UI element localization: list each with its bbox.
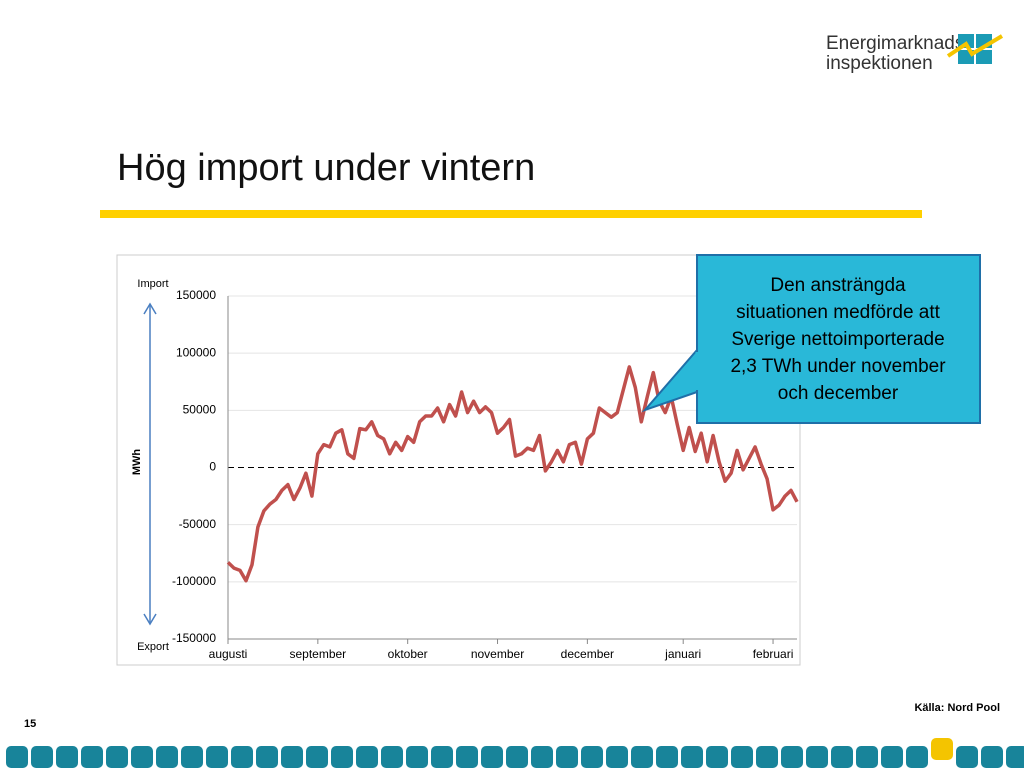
axis-annotation: Import [137, 278, 168, 290]
decor-square [231, 746, 253, 768]
y-tick-label: 100000 [176, 345, 216, 359]
decor-square [606, 746, 628, 768]
decor-square [331, 746, 353, 768]
decor-square [356, 746, 378, 768]
y-tick-label: -100000 [172, 574, 216, 588]
decor-square [706, 746, 728, 768]
decor-square [931, 738, 953, 760]
callout-text: och december [778, 383, 899, 404]
decor-square [781, 746, 803, 768]
x-tick-label: augusti [209, 647, 248, 661]
decor-square [506, 746, 528, 768]
x-tick-label: oktober [388, 647, 428, 661]
axis-annotation: Export [137, 641, 169, 653]
data-line [226, 365, 799, 583]
x-tick-label: december [561, 647, 614, 661]
decor-square [381, 746, 403, 768]
logo-text: inspektionen [826, 53, 933, 74]
y-tick-label: -150000 [172, 631, 216, 645]
decor-square [831, 746, 853, 768]
decor-square [106, 746, 128, 768]
decor-square [31, 746, 53, 768]
source: Källa: Nord Pool [914, 702, 1000, 714]
callout-text: situationen medförde att [736, 302, 941, 323]
y-axis-label: MWh [131, 449, 143, 476]
callout-text: Den ansträngda [770, 275, 906, 296]
decor-square [1006, 746, 1024, 768]
decor-square [256, 746, 278, 768]
decor-square [731, 746, 753, 768]
x-tick-label: januari [664, 647, 701, 661]
decor-square [481, 746, 503, 768]
y-tick-label: 0 [209, 460, 216, 474]
decor-square [556, 746, 578, 768]
decor-square [856, 746, 878, 768]
axis-arrow [143, 302, 157, 626]
footer-decoration [6, 738, 1024, 768]
decor-square [406, 746, 428, 768]
decor-square [456, 746, 478, 768]
decor-square [56, 746, 78, 768]
logo-text: Energimarknads [826, 33, 964, 54]
decor-square [531, 746, 553, 768]
y-tick-label: -50000 [179, 517, 217, 531]
y-tick-label: 50000 [183, 403, 217, 417]
page-number: 15 [24, 718, 36, 730]
decor-square [156, 746, 178, 768]
slide-title: Hög import under vintern [117, 147, 535, 189]
decor-square [656, 746, 678, 768]
title-rule [100, 210, 922, 218]
decor-square [206, 746, 228, 768]
callout-box [696, 254, 981, 424]
decor-square [81, 746, 103, 768]
decor-square [881, 746, 903, 768]
decor-square [306, 746, 328, 768]
x-tick-label: september [289, 647, 346, 661]
decor-square [181, 746, 203, 768]
y-tick-label: 150000 [176, 288, 216, 302]
decor-square [131, 746, 153, 768]
callout-text: 2,3 TWh under november [730, 356, 946, 377]
decor-square [631, 746, 653, 768]
decor-square [681, 746, 703, 768]
decor-square [431, 746, 453, 768]
chart-frame [116, 254, 801, 666]
decor-square [956, 746, 978, 768]
callout-text: Sverige nettoimporterade [731, 329, 944, 350]
x-tick-label: februari [753, 647, 794, 661]
x-tick-label: november [471, 647, 524, 661]
logo-icon [946, 34, 1004, 64]
decor-square [806, 746, 828, 768]
decor-square [6, 746, 28, 768]
decor-square [281, 746, 303, 768]
decor-square [906, 746, 928, 768]
decor-square [581, 746, 603, 768]
decor-square [981, 746, 1003, 768]
decor-square [756, 746, 778, 768]
